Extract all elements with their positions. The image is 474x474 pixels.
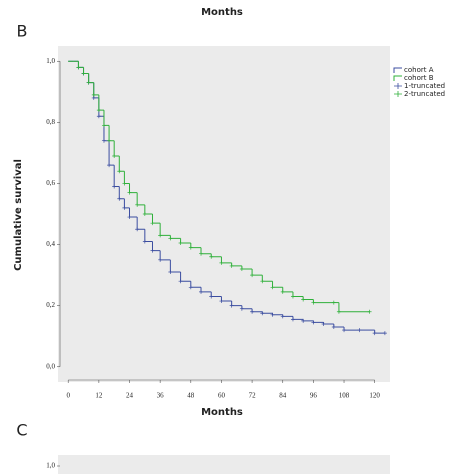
censor-mark (239, 266, 244, 271)
censor-mark (260, 311, 265, 316)
censor-mark (127, 190, 132, 195)
censor-mark (117, 196, 122, 201)
censor-mark (280, 289, 285, 294)
censor-mark (135, 227, 140, 232)
censor-mark (331, 325, 336, 330)
censor-mark (290, 294, 295, 299)
censor-mark (219, 299, 224, 304)
plot-area (58, 455, 390, 474)
x-axis-title: Months (201, 407, 243, 418)
censor-mark (280, 314, 285, 319)
x-tick-label: 108 (339, 392, 350, 400)
x-tick-label: 0 (66, 392, 70, 400)
censor-mark (107, 138, 112, 143)
legend-label: cohort A (404, 66, 434, 74)
censor-mark (301, 318, 306, 323)
censor-mark (250, 273, 255, 278)
censor-mark (86, 80, 91, 85)
legend-label: 1-truncated (404, 82, 445, 90)
censor-mark (122, 181, 127, 186)
censor-mark (112, 153, 117, 158)
y-tick-label: 0,6 (46, 179, 55, 187)
panel-label: B (17, 22, 28, 41)
censor-mark (331, 300, 336, 305)
censor-mark (311, 300, 316, 305)
y-tick-label: 1,0 (46, 57, 55, 65)
censor-mark (372, 331, 377, 336)
legend-swatch (394, 91, 402, 97)
panel-a-x-title: Months (201, 7, 243, 18)
censor-mark (188, 245, 193, 250)
censor-mark (209, 294, 214, 299)
censor-mark (209, 254, 214, 259)
censor-mark (336, 309, 341, 314)
x-tick-label: 60 (218, 392, 226, 400)
censor-mark (301, 297, 306, 302)
panel-label: C (16, 421, 27, 440)
censor-mark (150, 221, 155, 226)
censor-mark (101, 123, 106, 128)
censor-mark (229, 303, 234, 308)
censor-mark (142, 212, 147, 216)
censor-mark (199, 289, 204, 294)
censor-mark (81, 71, 86, 76)
y-axis-title: Cumulative survival (13, 159, 24, 271)
censor-mark (367, 309, 372, 314)
censor-mark (107, 163, 112, 168)
censor-mark (112, 184, 117, 189)
censor-mark (382, 331, 387, 336)
censor-mark (178, 241, 183, 246)
censor-mark (101, 138, 106, 143)
censor-mark (122, 205, 127, 210)
x-tick-label: 120 (369, 392, 380, 400)
censor-mark (135, 202, 140, 207)
censor-mark (178, 279, 183, 284)
censor-mark (357, 328, 362, 333)
censor-mark (188, 285, 193, 290)
y-tick-label: 0,4 (46, 240, 55, 248)
x-tick-label: 96 (310, 392, 318, 400)
censor-mark (290, 317, 295, 322)
censor-mark (270, 312, 275, 317)
y-tick-label: 0,8 (46, 118, 55, 126)
censor-mark (76, 65, 81, 70)
censor-mark (239, 306, 244, 311)
censor-mark (342, 328, 347, 333)
censor-mark (250, 309, 255, 314)
censor-mark (311, 320, 316, 325)
censor-mark (150, 248, 155, 253)
x-tick-label: 12 (95, 392, 103, 400)
censor-mark (127, 215, 132, 220)
censor-mark (158, 233, 163, 238)
censor-mark (270, 285, 275, 290)
legend-label: cohort B (404, 74, 434, 82)
censor-mark (91, 92, 96, 97)
legend-swatch (394, 83, 402, 89)
x-tick-label: 48 (187, 392, 195, 400)
censor-mark (117, 169, 122, 174)
censor-mark (199, 251, 204, 256)
y-tick-label: 0,2 (46, 301, 55, 309)
legend-label: 2-truncated (404, 90, 445, 98)
censor-mark (229, 263, 234, 268)
y-tick-label: 1,0 (46, 462, 55, 470)
x-tick-label: 72 (249, 392, 257, 400)
censor-mark (168, 236, 173, 241)
plot-area (58, 46, 390, 382)
legend-swatch (393, 75, 402, 81)
censor-mark (219, 260, 224, 265)
x-tick-label: 24 (126, 392, 134, 400)
censor-mark (96, 114, 101, 119)
censor-mark (321, 321, 326, 326)
censor-mark (260, 279, 265, 284)
censor-mark (168, 270, 173, 275)
censor-mark (142, 239, 147, 244)
legend-swatch (393, 67, 402, 73)
censor-mark (158, 257, 163, 262)
x-tick-label: 36 (157, 392, 165, 400)
censor-mark (96, 108, 101, 113)
y-tick-label: 0,0 (46, 362, 55, 370)
x-tick-label: 84 (279, 392, 287, 400)
